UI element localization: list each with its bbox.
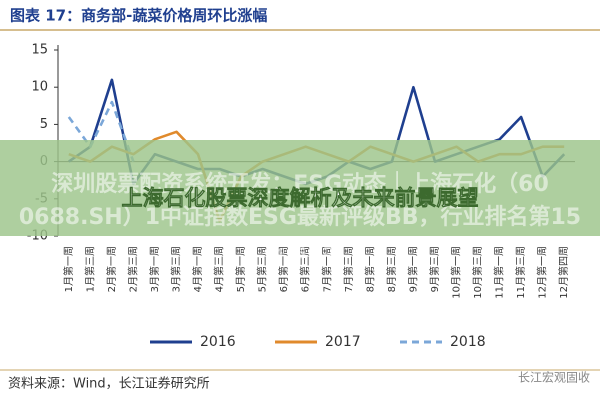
x-tick-label: 5月第三周	[256, 246, 269, 292]
watermark: 长江宏观固收	[518, 370, 590, 385]
x-tick-label: 11月第一周	[493, 246, 506, 299]
x-tick-label: 8月第一周	[363, 246, 376, 292]
source: 资料来源：Wind，长江证券研究所	[8, 376, 210, 392]
overlay-background-text: 0688.SH）1中证指数ESG最新评级BB，行业排名第15	[19, 204, 581, 230]
legend-label: 2016	[200, 334, 236, 350]
x-tick-label: 8月第三周	[385, 246, 398, 292]
x-tick-label: 12月第一周	[536, 246, 549, 299]
banner	[0, 140, 600, 236]
x-tick-label: 3月第一周	[148, 246, 161, 292]
overlay-banner: 深圳股票配资系统开发：ESG动态｜上海石化（60 0688.SH）1中证指数ESG…	[0, 140, 600, 263]
x-tick-label: 5月第一周	[234, 246, 247, 292]
x-tick-label: 1月第三周	[83, 246, 96, 292]
x-tick-label: 10月第三周	[471, 246, 484, 299]
x-tick-label: 9月第一周	[406, 246, 419, 292]
overlay-headline: 上海石化股票深度解析及未来前景展望	[122, 186, 479, 210]
x-tick-label: 7月第三周	[342, 246, 355, 292]
x-tick-label: 10月第一周	[450, 246, 463, 299]
x-tick-label: 1月第一周	[62, 246, 75, 292]
series-line	[67, 100, 135, 163]
x-tick-label: 12月第四周	[557, 246, 570, 299]
x-tick-label: 6月第一周	[277, 246, 290, 292]
x-tick-label: 2月第三周	[126, 246, 139, 292]
x-tick-label: 4月第三周	[213, 246, 226, 292]
x-tick-label: 11月第三周	[514, 246, 527, 299]
legend-label: 2018	[450, 334, 486, 350]
x-tick-label: 2月第一周	[105, 246, 118, 292]
y-tick-label: 15	[31, 43, 48, 58]
x-tick-label: 3月第三周	[169, 246, 182, 292]
overlay-background-text: 深圳股票配资系统开发：ESG动态｜上海石化（60	[51, 171, 549, 197]
x-tick-label: 9月第三周	[428, 246, 441, 292]
x-tick-label: 6月第三周	[299, 246, 312, 292]
legend-label: 2017	[325, 334, 361, 350]
y-tick-label: 10	[31, 80, 48, 95]
y-tick-label: 5	[40, 117, 48, 132]
chart-title: 图表 17：商务部-蔬菜价格周环比涨幅	[10, 7, 267, 25]
overlay-background-text: 名第15	[263, 237, 338, 263]
x-tick-label: 4月第一周	[191, 246, 204, 292]
x-tick-label: 7月第一周	[320, 246, 333, 292]
